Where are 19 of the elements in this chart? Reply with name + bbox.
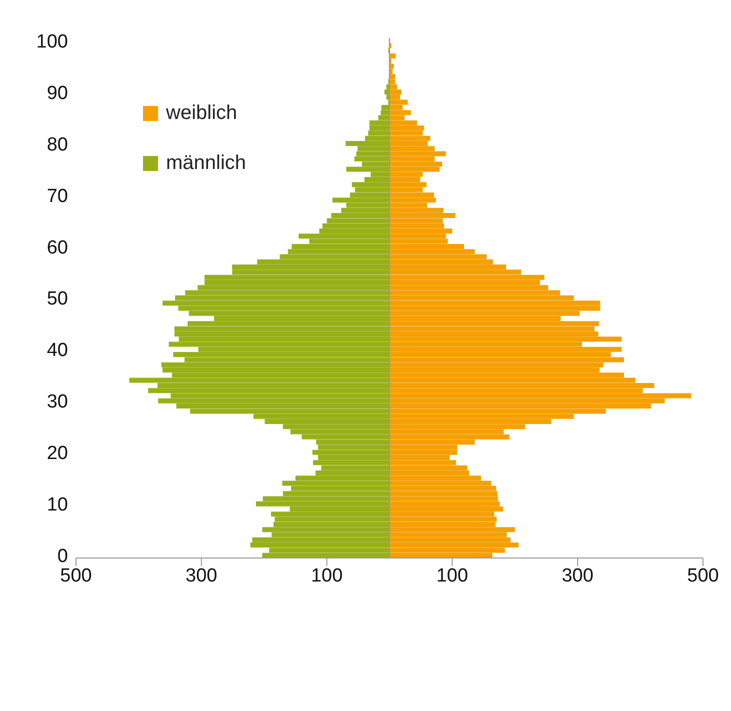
legend-label: männlich <box>166 152 246 174</box>
x-tick-label: 300 <box>186 565 218 586</box>
x-tick-label: 100 <box>436 565 468 586</box>
y-tick-label: 0 <box>57 546 68 568</box>
y-tick-label: 30 <box>46 392 68 413</box>
y-tick-label: 80 <box>46 134 68 156</box>
y-tick-label: 10 <box>46 494 68 516</box>
y-tick-label: 70 <box>46 186 68 207</box>
x-tick-label: 500 <box>687 565 719 586</box>
y-tick-label: 50 <box>46 288 68 310</box>
legend-label: weiblich <box>166 102 238 124</box>
x-tick-label: 300 <box>562 565 594 586</box>
x-tick-label: 500 <box>60 565 92 586</box>
y-tick-label: 20 <box>46 443 68 464</box>
x-tick-label: 100 <box>310 565 343 586</box>
y-tick-label: 90 <box>46 82 68 104</box>
y-tick-label: 60 <box>46 237 68 258</box>
y-tick-label: 100 <box>36 31 68 52</box>
y-tick-label: 40 <box>46 340 68 362</box>
